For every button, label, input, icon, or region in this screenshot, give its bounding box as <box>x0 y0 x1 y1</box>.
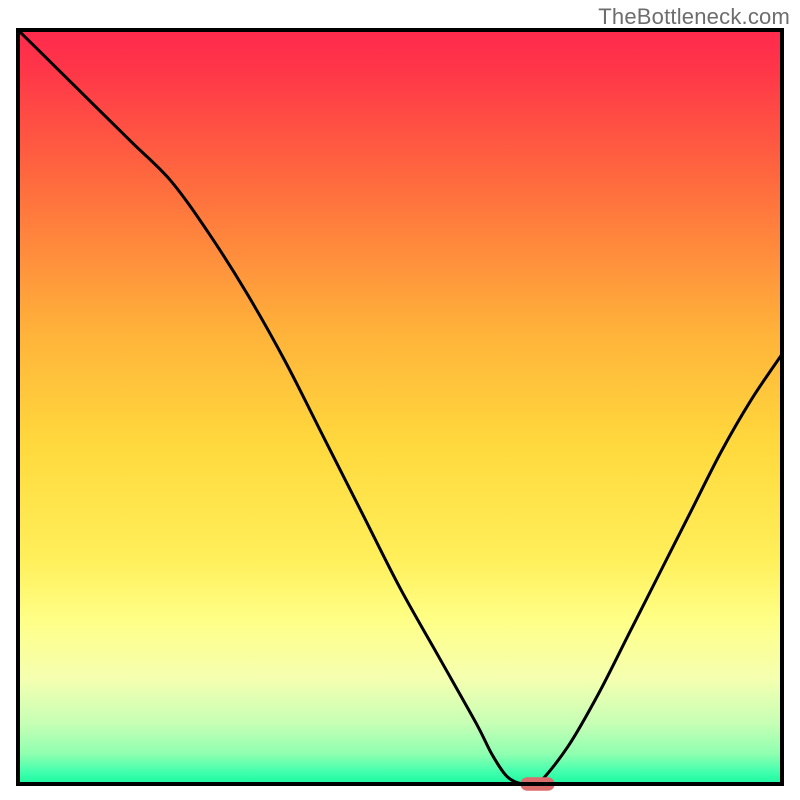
chart-svg <box>0 0 800 800</box>
chart-frame: TheBottleneck.com <box>0 0 800 800</box>
watermark-text: TheBottleneck.com <box>598 4 790 30</box>
